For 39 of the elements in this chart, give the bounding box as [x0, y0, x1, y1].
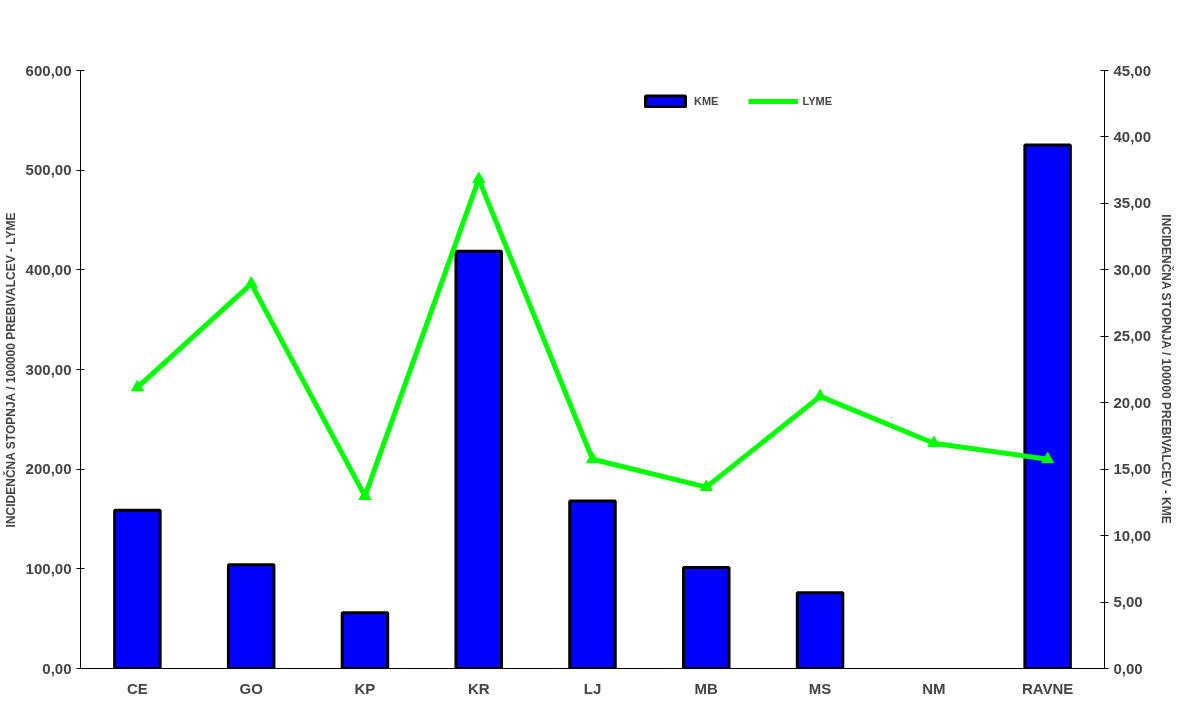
- y-tick-label: 500,00: [25, 161, 72, 179]
- point: [813, 388, 827, 401]
- y2-tick-label: 15,00: [1113, 460, 1152, 478]
- x-tick-label: KR: [467, 679, 490, 697]
- point: [358, 488, 372, 501]
- x-tick-label: CE: [126, 679, 148, 697]
- point: [586, 451, 599, 464]
- y-tick-label: 600,00: [25, 61, 72, 79]
- y2-tick-label: 10,00: [1113, 526, 1152, 544]
- y2-tick-label: 45,00: [1113, 61, 1152, 79]
- y2-tick-label: 20,00: [1113, 393, 1152, 411]
- y2-tick-label: 35,00: [1113, 194, 1152, 212]
- y-tick-label: 100,00: [25, 559, 72, 577]
- point: [244, 276, 258, 288]
- point: [130, 380, 144, 392]
- x-tick-label: MS: [808, 679, 832, 697]
- y-axis-title: INCIDENČNA STOPNJA / 100000 PREBIVALCEV - LYME: [2, 212, 18, 528]
- x-tick-label: LJ: [583, 679, 602, 697]
- y2-tick-label: 30,00: [1113, 260, 1152, 278]
- point: [1041, 451, 1055, 464]
- point: [472, 171, 486, 184]
- y-tick-label: 200,00: [25, 460, 72, 478]
- point: [699, 479, 713, 492]
- x-tick-label: KP: [354, 679, 376, 697]
- y2-tick-label: 40,00: [1113, 127, 1152, 145]
- y2-tick-label: 5,00: [1113, 593, 1143, 611]
- y-tick-label: 0,00: [42, 659, 72, 677]
- y-tick-label: 300,00: [25, 360, 72, 378]
- legend-label: LYME: [802, 95, 832, 107]
- x-tick-label: RAVNE: [1021, 679, 1074, 697]
- legend-label: KME: [694, 95, 719, 107]
- y2-axis-title: INCIDENČNA STOPNJA / 100000 PREBIVALCEV - KME: [1159, 214, 1175, 524]
- point: [927, 435, 941, 448]
- x-tick-label: GO: [239, 679, 264, 697]
- x-tick-label: MB: [694, 679, 719, 697]
- y-tick-label: 400,00: [25, 260, 72, 278]
- y2-tick-label: 25,00: [1113, 327, 1152, 345]
- y2-tick-label: 0,00: [1113, 659, 1143, 677]
- x-tick-label: NM: [922, 679, 946, 697]
